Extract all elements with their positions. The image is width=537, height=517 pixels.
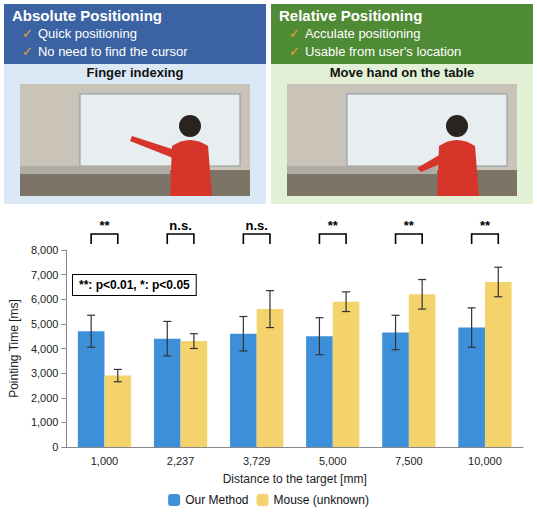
svg-text:**: p<0.01, *: p<0.05: **: p<0.01, *: p<0.05 [79, 278, 190, 292]
svg-text:**: ** [99, 218, 110, 233]
html-text:✓ Acculate positioning: ✓ Acculate positioning [289, 26, 421, 41]
html-text:✓ Usable from user's location: ✓ Usable from user's location [289, 44, 462, 59]
svg-text:Distance to the target [mm]: Distance to the target [mm] [223, 472, 367, 486]
svg-text:1,000: 1,000 [31, 416, 59, 428]
svg-text:Our Method: Our Method [185, 493, 248, 507]
svg-text:0: 0 [52, 441, 58, 453]
svg-text:4,000: 4,000 [31, 343, 59, 355]
svg-text:n.s.: n.s. [169, 218, 191, 233]
svg-text:10,000: 10,000 [468, 455, 502, 467]
svg-text:7,000: 7,000 [31, 269, 59, 281]
svg-text:1,000: 1,000 [91, 455, 119, 467]
svg-text:5,000: 5,000 [31, 318, 59, 330]
html-text:Finger indexing: Finger indexing [86, 65, 184, 80]
svg-text:8,000: 8,000 [31, 244, 59, 256]
svg-text:6,000: 6,000 [31, 293, 59, 305]
html-text:Absolute Positioning: Absolute Positioning [12, 7, 162, 24]
svg-text:5,000: 5,000 [319, 455, 347, 467]
svg-text:Pointing Time [ms]: Pointing Time [ms] [7, 299, 21, 398]
svg-text:2,237: 2,237 [167, 455, 195, 467]
svg-text:3,729: 3,729 [243, 455, 271, 467]
svg-text:**: ** [480, 218, 491, 233]
svg-text:**: ** [404, 218, 415, 233]
svg-text:2,000: 2,000 [31, 392, 59, 404]
svg-text:Mouse (unknown): Mouse (unknown) [273, 493, 368, 507]
svg-text:3,000: 3,000 [31, 367, 59, 379]
svg-text:n.s.: n.s. [245, 218, 267, 233]
html-text:✓ No need to find the cursor: ✓ No need to find the cursor [22, 44, 188, 59]
html-text:✓ Quick positioning: ✓ Quick positioning [22, 26, 137, 41]
html-text:Move hand on the table: Move hand on the table [329, 65, 475, 80]
svg-text:**: ** [328, 218, 339, 233]
svg-text:7,500: 7,500 [395, 455, 423, 467]
html-text:Relative Positioning: Relative Positioning [279, 7, 423, 24]
